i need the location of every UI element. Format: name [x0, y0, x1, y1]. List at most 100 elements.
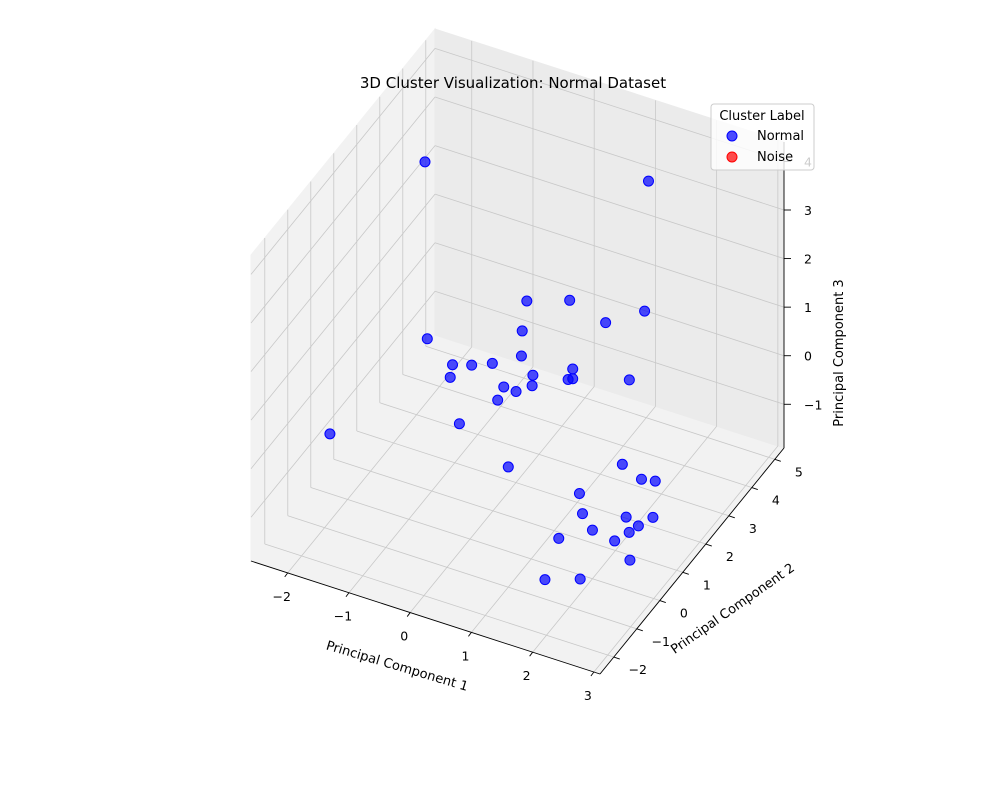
y-tick-label: 2 [726, 549, 734, 564]
data-point-normal [577, 508, 589, 520]
data-point-normal [421, 333, 433, 345]
data-point-normal [632, 520, 644, 532]
z-grid-left [250, 291, 436, 518]
z-grid-left [250, 145, 436, 372]
z-tick-label: −1 [804, 397, 822, 412]
data-point-normal [609, 535, 621, 547]
y-tick [751, 487, 758, 490]
y-grid-floor [310, 487, 660, 601]
x-tick-label: 1 [461, 648, 469, 663]
z-tick-label: 2 [804, 252, 812, 267]
data-point-normal [324, 428, 336, 440]
z-grid-left [250, 96, 436, 324]
y-grid-floor [425, 345, 775, 460]
data-point-normal [453, 418, 465, 430]
y-tick-label: 5 [795, 464, 803, 479]
z-tick-label: 3 [804, 203, 812, 218]
data-point-normal [564, 294, 576, 306]
axis-lines [250, 142, 785, 675]
data-point-normal [600, 317, 612, 329]
data-point-normal [486, 357, 498, 369]
legend-marker-noise [726, 151, 738, 163]
data-point-normal [539, 574, 551, 586]
y-grid-floor [402, 374, 752, 488]
data-point-normal [624, 554, 636, 566]
x-tick [406, 612, 411, 617]
y-tick [636, 628, 643, 632]
data-point-normal [516, 325, 528, 337]
data-point-normal [573, 488, 585, 500]
x-grid-floor [532, 425, 717, 653]
data-point-normal [553, 532, 565, 544]
z-grid-left [250, 48, 436, 275]
data-point-normal [510, 385, 522, 397]
z-grid-back [434, 193, 785, 308]
data-point-normal [502, 461, 514, 473]
y-tick-label: 3 [749, 521, 757, 536]
x-tick-label: 3 [584, 688, 592, 703]
x-grid-floor [409, 386, 595, 613]
legend: Cluster Label Normal Noise [710, 103, 815, 171]
x-tick-label: −2 [273, 589, 291, 604]
z-axis-label: Principal Component 3 [832, 279, 847, 426]
data-point-normal [466, 359, 478, 371]
z-grid-left [250, 193, 436, 421]
data-points [324, 156, 661, 586]
x-tick-label: −1 [334, 609, 352, 624]
x-tick [590, 671, 595, 677]
x-tick-label: 0 [400, 629, 408, 644]
x-axis-label: Principal Component 1 [324, 639, 470, 695]
axis-panes [250, 27, 785, 675]
y-grid-floor [379, 402, 729, 517]
z-tick-label: 1 [804, 300, 812, 315]
y-grid-floor [333, 458, 683, 573]
y-tick [682, 571, 689, 575]
legend-marker-normal [726, 130, 738, 142]
x-tick [529, 651, 534, 657]
y-tick-label: −1 [652, 634, 670, 649]
data-point-normal [447, 359, 459, 371]
data-point-normal [444, 371, 456, 383]
data-point-normal [527, 369, 539, 381]
legend-title: Cluster Label [719, 109, 804, 124]
data-point-normal [567, 373, 579, 385]
z-grid-back [434, 290, 785, 405]
z-grid-back [434, 145, 785, 259]
x-grid-floor [348, 366, 534, 593]
data-point-normal [642, 175, 654, 187]
y-tick [774, 458, 781, 462]
y-tick-label: 1 [703, 577, 711, 592]
data-point-normal [616, 458, 628, 470]
y-tick-label: 0 [680, 606, 688, 621]
y-axis-line [599, 447, 785, 675]
data-point-normal [521, 295, 533, 307]
data-point-normal [639, 305, 651, 317]
y-tick [613, 656, 620, 660]
x-grid-floor [471, 406, 656, 633]
y-tick [659, 600, 666, 603]
x-grid-floor [593, 445, 779, 673]
y-tick [728, 515, 735, 519]
chart-title: 3D Cluster Visualization: Normal Dataset [360, 74, 666, 92]
y-grid-floor [264, 543, 614, 658]
data-point-normal [649, 475, 661, 487]
data-point-normal [586, 524, 598, 536]
data-point-normal [515, 350, 527, 362]
data-point-normal [419, 156, 431, 168]
y-grid-floor [356, 430, 706, 545]
data-point-normal [574, 573, 586, 585]
legend-frame [710, 103, 815, 171]
y-tick [705, 543, 712, 547]
x-grid-floor [287, 346, 473, 574]
y-tick-label: −2 [629, 662, 647, 677]
data-point-normal [498, 381, 510, 393]
data-point-normal [526, 380, 538, 392]
data-point-normal [635, 473, 647, 485]
data-point-normal [623, 526, 635, 538]
z-tick-label: 0 [804, 349, 812, 364]
legend-label-noise: Noise [757, 150, 793, 165]
x-tick-label: 2 [523, 668, 531, 683]
data-point-normal [620, 511, 632, 523]
